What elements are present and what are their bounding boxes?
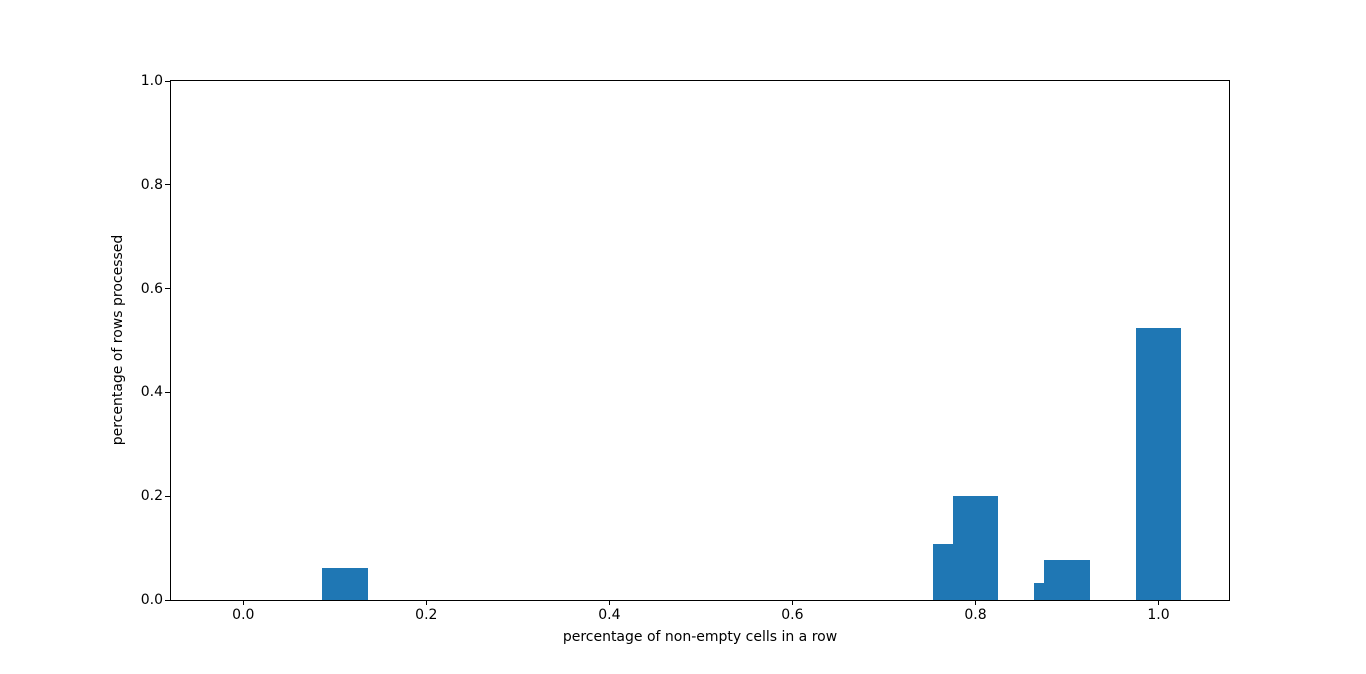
x-tick-label: 1.0 [1147, 607, 1170, 623]
y-tick-label: 0.8 [140, 176, 163, 193]
bars-layer [171, 81, 1229, 600]
x-tick-label: 0.8 [964, 607, 987, 623]
x-tick-label: 0.2 [415, 607, 438, 623]
plot-area [170, 80, 1230, 601]
x-tick-label: 0.4 [598, 607, 621, 623]
x-tick-label: 0.6 [781, 607, 804, 623]
histogram-bar [322, 567, 368, 600]
x-tick-label: 0.0 [232, 607, 255, 623]
histogram-bar [1135, 328, 1182, 600]
histogram-bar [1044, 560, 1090, 600]
y-tick-label: 0.6 [140, 280, 163, 297]
y-axis-label: percentage of rows processed [110, 234, 126, 446]
y-tick-label: 0.4 [140, 384, 163, 401]
x-axis-label: percentage of non-empty cells in a row [562, 629, 838, 645]
y-tick-label: 0.2 [140, 488, 163, 505]
y-tick-label: 0.0 [140, 592, 163, 608]
histogram-bar [952, 495, 999, 600]
y-tick-label: 1.0 [140, 73, 163, 89]
